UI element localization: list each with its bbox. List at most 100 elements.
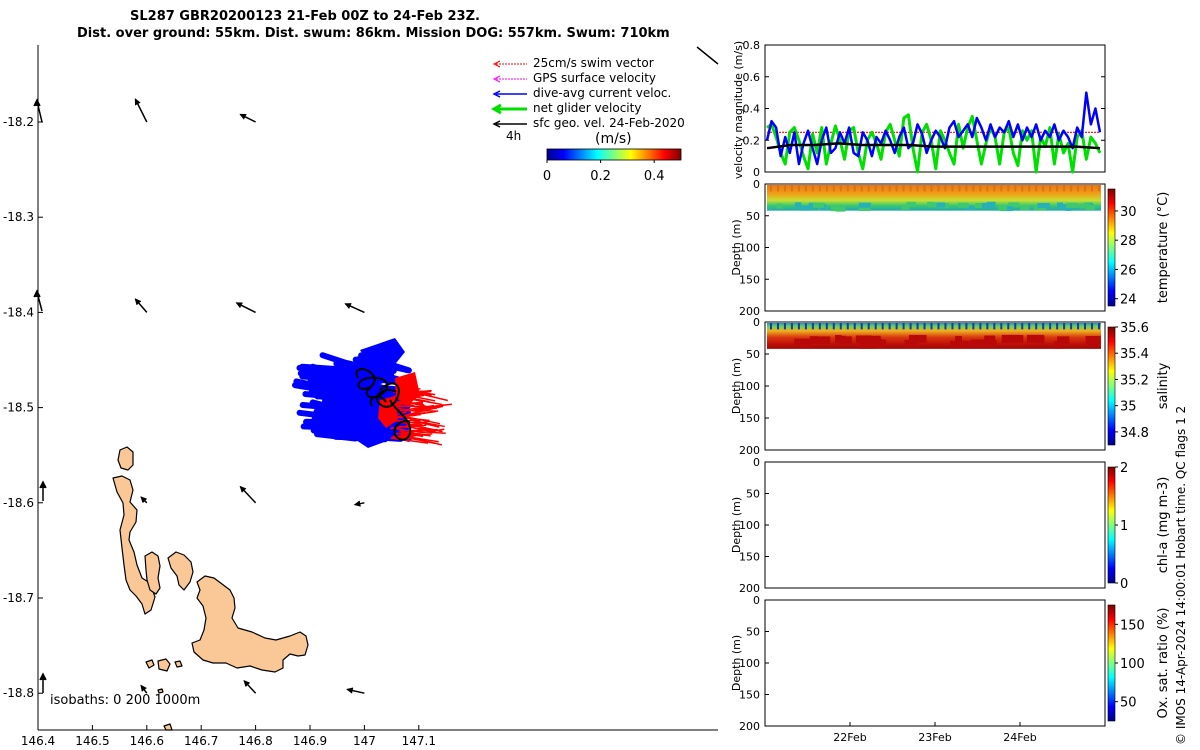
map-legend: 25cm/s swim vector GPS surface velocity … (490, 56, 685, 184)
section-profile-tick (1091, 323, 1094, 330)
section-temp-patch (858, 202, 871, 208)
swim-vector (404, 436, 435, 444)
velocity-ytick-label: 0.2 (743, 134, 761, 147)
current-vector-fan (318, 360, 362, 410)
sfc-vector (140, 684, 148, 694)
edge-vectors (33, 46, 719, 693)
section-profile-tick (979, 185, 982, 192)
section-profile-tick (783, 185, 786, 192)
section-temp-patch (1079, 203, 1090, 209)
map-xtick-label: 146.6 (130, 734, 164, 748)
map-ytick-label: -18.5 (3, 401, 34, 415)
section-profile-tick (839, 185, 842, 192)
section-temp-patch (1008, 202, 1020, 208)
sfc-velocity-line (766, 142, 1101, 150)
section-profile-tick (846, 185, 849, 192)
section-profile-tick (825, 185, 828, 192)
section-temp-patch (808, 202, 817, 208)
map-ytick-label: -18.8 (3, 686, 34, 700)
section-axes-oxsat (764, 599, 1106, 727)
map-xtick-label: 147 (353, 734, 376, 748)
section-colorbar-tick-label: 2 (1120, 461, 1128, 476)
section-profile-tick (888, 323, 891, 330)
current-vector (314, 431, 359, 442)
map-xtick-label: 146.4 (21, 734, 55, 748)
section-profile-tick (1028, 323, 1031, 330)
dive-avg-current-vectors (291, 338, 412, 448)
section-profile-tick (1049, 185, 1052, 192)
swim-vector (405, 416, 441, 425)
section-colorbar-tick-label: 30 (1120, 205, 1137, 220)
island-small-3 (174, 660, 183, 668)
section-profile-tick (1084, 185, 1087, 192)
section-profile-tick (916, 323, 919, 330)
section-temp-patch (776, 203, 783, 209)
section-axes-chla (764, 461, 1106, 589)
section-temp-patch (1020, 205, 1030, 211)
section-high-salinity (911, 337, 918, 345)
section-ytick-label: 200 (739, 582, 760, 595)
section-colorbar-tick-label: 35.6 (1120, 321, 1149, 336)
section-profile-tick (965, 323, 968, 330)
legend-swim: 25cm/s swim vector (492, 56, 654, 70)
island-long (112, 475, 156, 615)
map-axes: 146.4 146.5 146.6 146.7 146.8 146.9 147 147.1 -… (3, 45, 718, 748)
section-colorbar-temperature: 24 26 28 30 (1107, 188, 1137, 308)
section-profile-tick (825, 323, 828, 330)
legend-current: dive-avg current veloc. (492, 86, 671, 100)
section-colorbar-bar (1107, 466, 1116, 584)
island-small-5 (163, 723, 173, 731)
section-colorbar-tick-label: 35 (1120, 400, 1137, 415)
section-profile-tick (1000, 323, 1003, 330)
glider-velocity-line (766, 113, 1102, 174)
section-data-band (767, 323, 1101, 349)
section-profile-tick (972, 323, 975, 330)
section-temp-patch (901, 204, 910, 210)
section-profile-tick (1014, 185, 1017, 192)
section-ytick-label: 150 (739, 273, 760, 286)
section-colorbar-tick-label: 1 (1120, 519, 1128, 534)
section-ytick-label: 150 (739, 551, 760, 564)
section-profile-tick (1077, 323, 1080, 330)
section-profile-tick (1098, 323, 1100, 330)
section-colorbar-bar (1107, 188, 1116, 307)
section-temp-patch (975, 202, 987, 209)
legend-sfc: sfc geo. vel. 24-Feb-2020 (492, 116, 685, 130)
colorbar-tick-label: 0.2 (590, 169, 611, 184)
section-profile-tick (874, 185, 877, 192)
section-colorbar-tick-label: 35.2 (1120, 373, 1149, 388)
sfc-vector (346, 687, 365, 694)
section-profile-tick (909, 323, 912, 330)
section-profile-tick (776, 185, 779, 192)
velocity-panel: 0 0.2 0.4 0.6 0.8 velocity magnitude (m/s) (732, 39, 1106, 179)
sfc-velocity-vectors (134, 98, 365, 694)
swim-vector (411, 419, 445, 428)
section-profile-tick (839, 323, 842, 330)
map-ytick-label: -18.2 (3, 115, 34, 129)
section-profile-tick (1063, 323, 1066, 330)
section-temp-patch (927, 202, 937, 208)
section-profile-tick (958, 323, 961, 330)
legend-swim-label: 25cm/s swim vector (533, 56, 654, 70)
section-profile-tick (1042, 185, 1045, 192)
section-profile-tick (916, 185, 919, 192)
legend-glider: net glider velocity (490, 101, 641, 115)
swim-vector (395, 430, 417, 435)
section-temp-patch (1060, 204, 1068, 210)
section-profile-tick (951, 323, 954, 330)
section-profile-tick (1000, 185, 1003, 192)
section-profile-tick (867, 185, 870, 192)
section-colorbar-oxsat: 50 100 150 (1107, 604, 1145, 722)
section-profile-tick (958, 185, 961, 192)
current-vector-fan (360, 338, 405, 380)
section-high-salinity (970, 339, 986, 348)
section-profile-tick (881, 323, 884, 330)
swim-vector (398, 434, 416, 438)
section-colorbar-tick-label: 100 (1120, 657, 1145, 672)
section-temp-patch (1085, 204, 1095, 210)
section-colorbar-tick-label: 34.8 (1120, 426, 1149, 441)
section-colorbar-tick-label: 28 (1120, 234, 1137, 249)
section-colorbar-label: temperature (°C) (1156, 192, 1171, 304)
map-xtick-label: 146.8 (238, 734, 272, 748)
sfc-vector (344, 303, 365, 314)
